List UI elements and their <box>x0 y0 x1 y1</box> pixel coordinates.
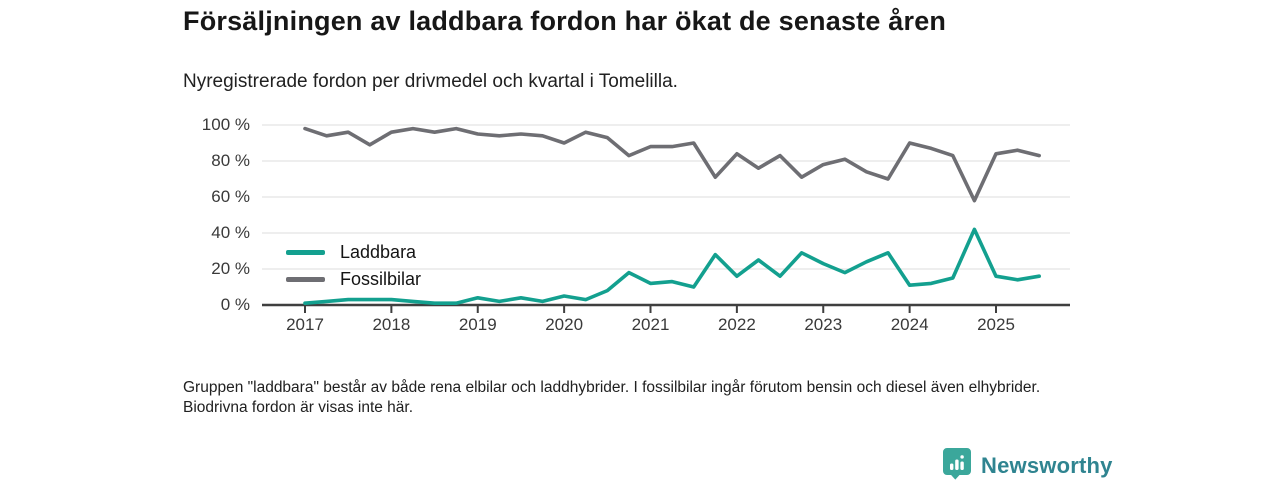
chart-legend: Laddbara Fossilbilar <box>286 239 421 293</box>
y-tick-label: 100 % <box>201 115 250 134</box>
legend-item-laddbara: Laddbara <box>286 239 421 266</box>
laddbara-line-swatch <box>286 250 325 255</box>
x-tick-label: 2025 <box>977 315 1015 334</box>
x-tick-label: 2022 <box>717 315 756 334</box>
y-tick-label: 0 % <box>220 295 250 314</box>
chart-footnote: Gruppen "laddbara" består av både rena e… <box>183 379 1041 416</box>
y-tick-label: 80 % <box>211 151 250 170</box>
x-tick-label: 2023 <box>804 315 843 334</box>
newsworthy-logo: Newsworthy <box>942 447 1113 480</box>
x-tick-label: 2021 <box>631 315 670 334</box>
y-tick-label: 20 % <box>211 259 250 278</box>
newsworthy-bar-chart-pin-icon <box>942 447 972 480</box>
fossilbilar-line <box>303 126 1041 203</box>
y-tick-label: 40 % <box>211 223 250 242</box>
x-tick-label: 2024 <box>890 315 929 334</box>
legend-label: Fossilbilar <box>340 269 422 289</box>
y-tick-label: 60 % <box>211 187 250 206</box>
brand-name: Newsworthy <box>981 453 1113 478</box>
x-tick-label: 2018 <box>372 315 411 334</box>
legend-label: Laddbara <box>340 242 417 262</box>
page-title: Försäljningen av laddbara fordon har öka… <box>183 6 947 36</box>
laddbara-line <box>303 227 1041 306</box>
chart-subtitle: Nyregistrerade fordon per drivmedel och … <box>183 71 678 92</box>
fossilbilar-line-swatch <box>286 277 325 282</box>
x-tick-label: 2019 <box>458 315 497 334</box>
legend-item-fossilbilar: Fossilbilar <box>286 266 421 293</box>
x-tick-label: 2020 <box>545 315 584 334</box>
x-tick-label: 2017 <box>286 315 324 334</box>
